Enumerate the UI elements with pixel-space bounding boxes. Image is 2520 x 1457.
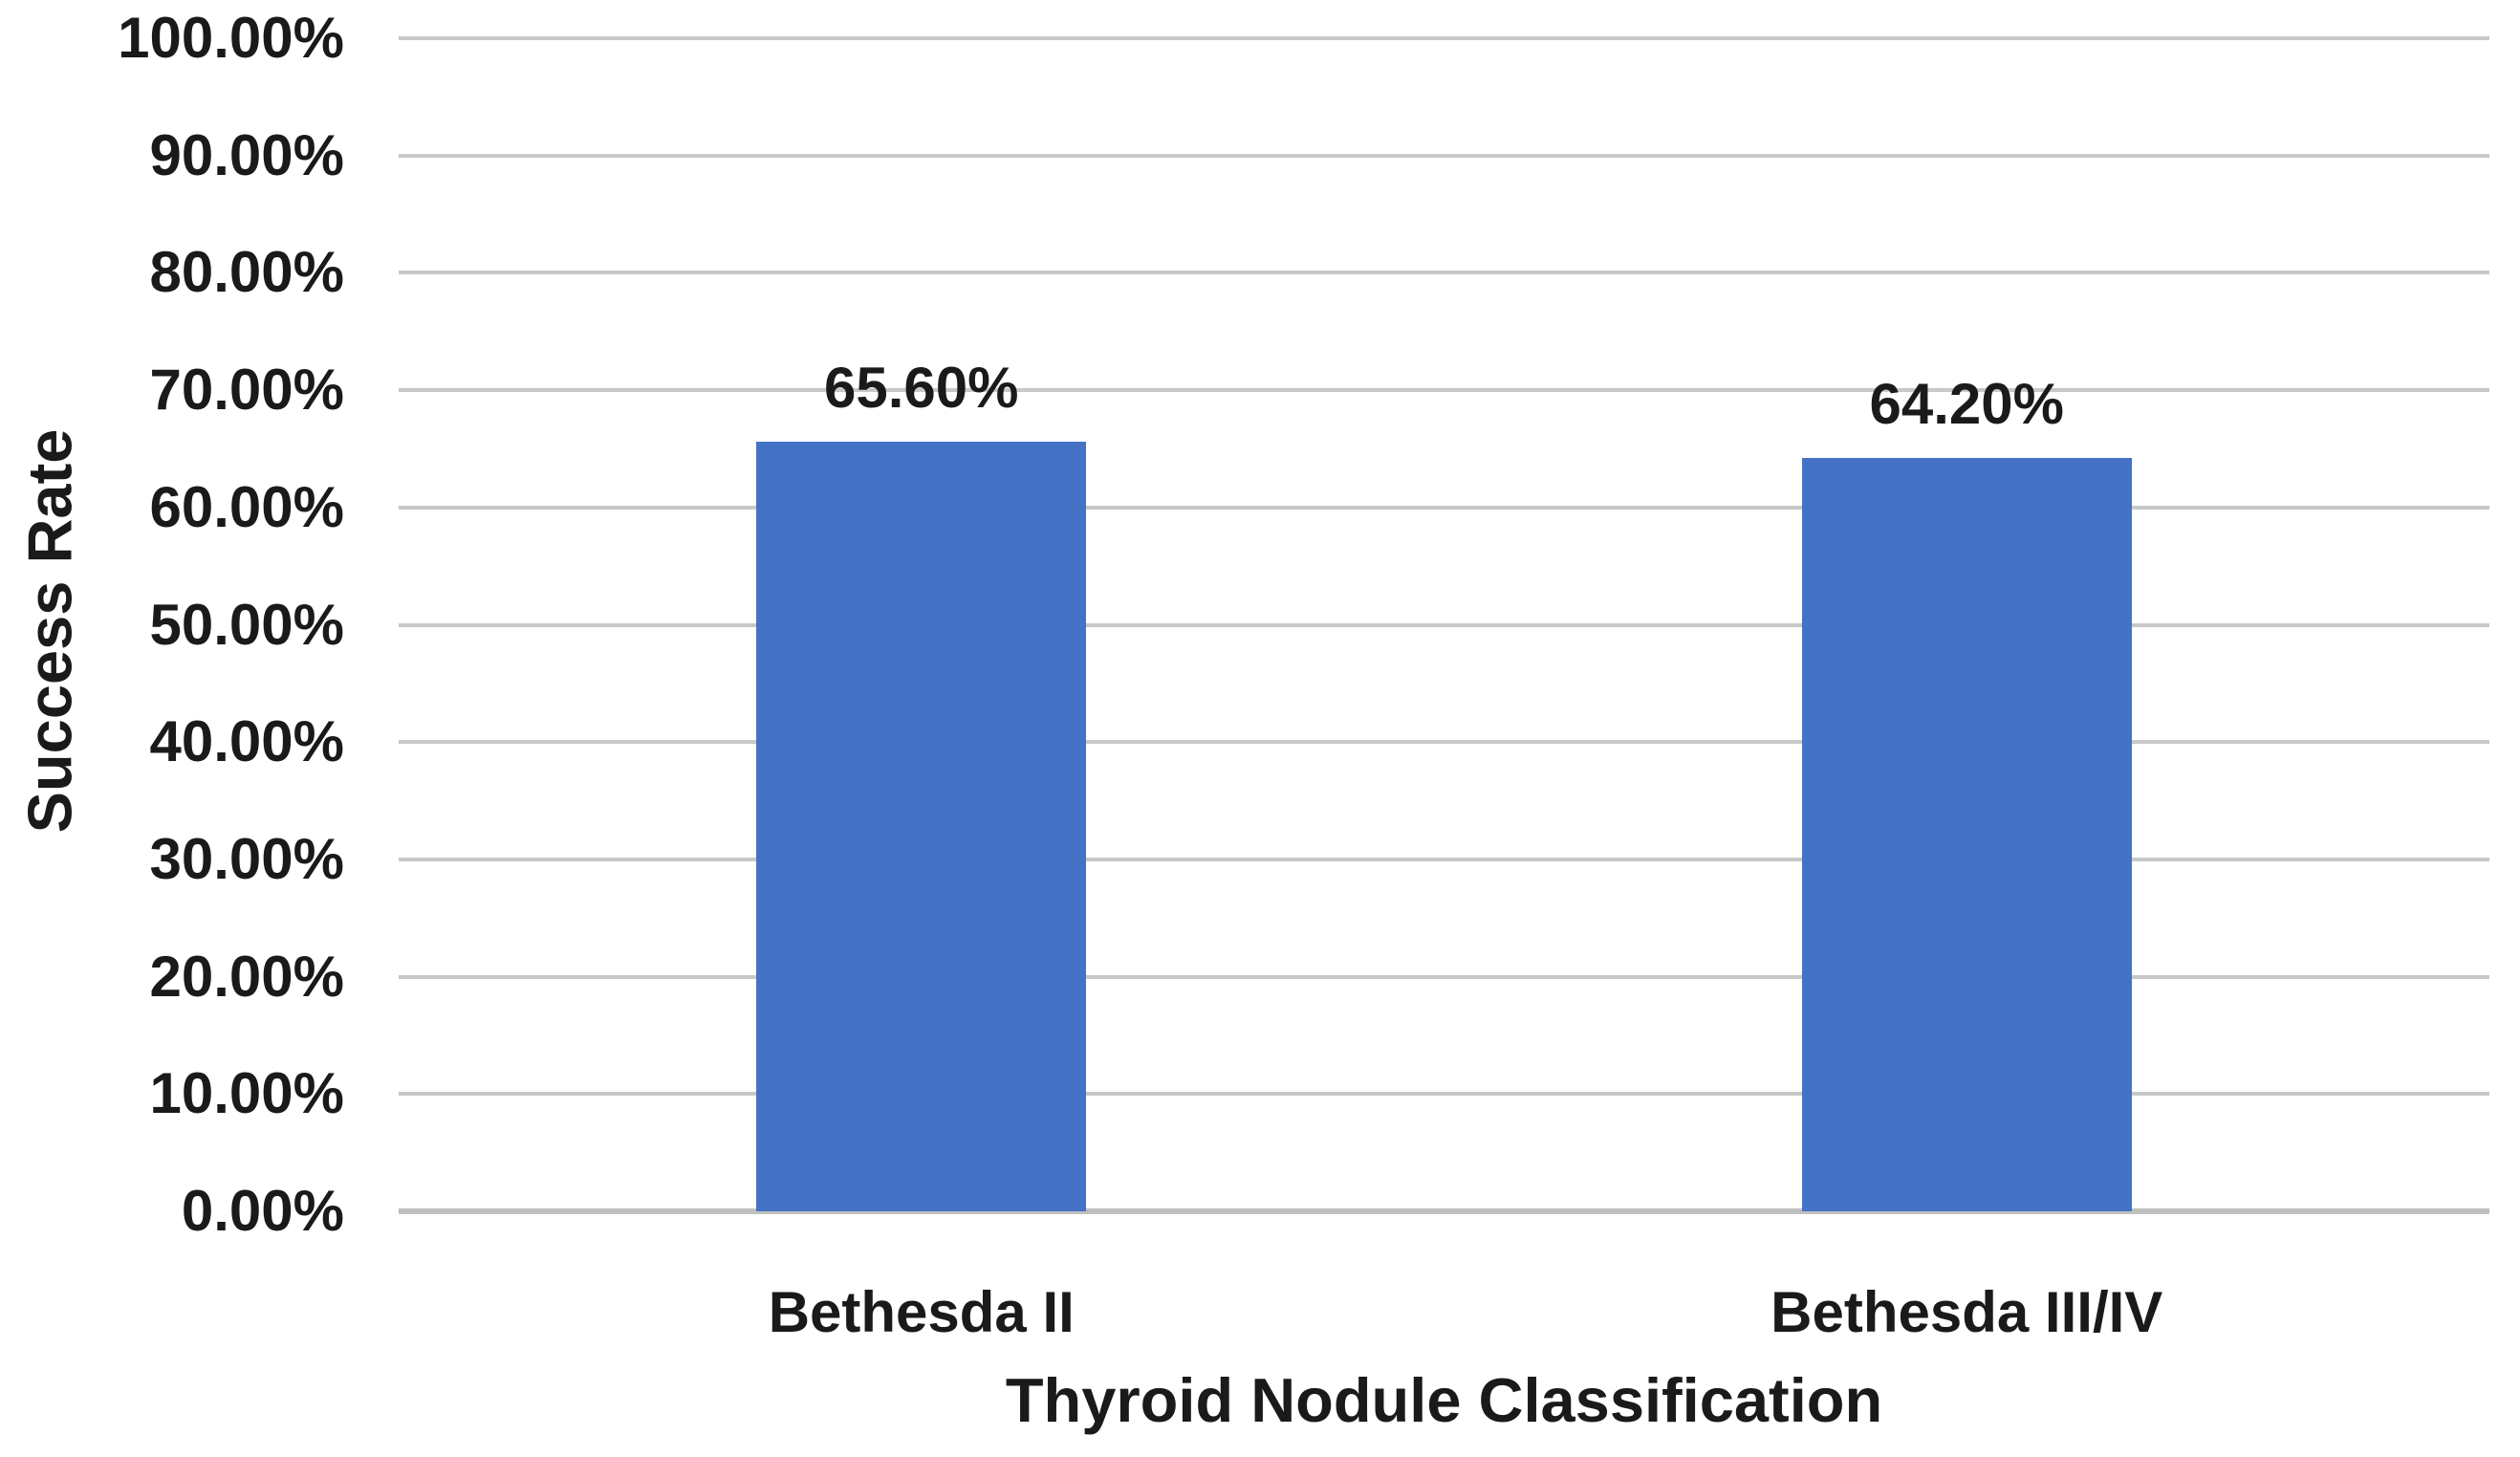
y-tick-label: 10.00% xyxy=(149,1061,345,1126)
gridline xyxy=(399,271,2489,275)
x-category-label: Bethesda II xyxy=(768,1280,1075,1344)
gridline xyxy=(399,857,2489,861)
y-tick-label: 30.00% xyxy=(149,826,345,891)
y-tick-label: 80.00% xyxy=(149,240,345,305)
gridline xyxy=(399,974,2489,979)
x-axis-line xyxy=(399,1208,2489,1214)
gridline xyxy=(399,1092,2489,1097)
y-tick-label: 0.00% xyxy=(181,1179,344,1243)
bar-value-label: 65.60% xyxy=(824,356,1019,421)
y-tick-label: 100.00% xyxy=(118,6,344,70)
gridline xyxy=(399,622,2489,627)
bar xyxy=(756,442,1087,1211)
y-tick-label: 70.00% xyxy=(149,358,345,423)
y-tick-label: 20.00% xyxy=(149,944,345,1009)
x-category-label: Bethesda III/IV xyxy=(1771,1280,2163,1344)
gridline xyxy=(399,388,2489,393)
gridline xyxy=(399,505,2489,510)
gridline xyxy=(399,153,2489,158)
gridline xyxy=(399,740,2489,745)
y-tick-label: 50.00% xyxy=(149,592,345,657)
x-axis-title: Thyroid Nodule Classification xyxy=(1005,1365,1883,1435)
bar xyxy=(1801,458,2132,1211)
bar-value-label: 64.20% xyxy=(1869,372,2065,437)
gridline xyxy=(399,36,2489,40)
y-tick-label: 90.00% xyxy=(149,122,345,187)
y-tick-label: 60.00% xyxy=(149,474,345,539)
y-tick-label: 40.00% xyxy=(149,709,345,774)
